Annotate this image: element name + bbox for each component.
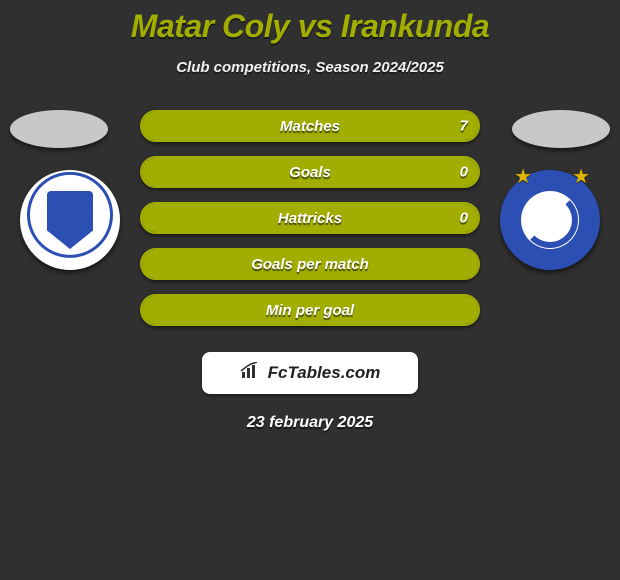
page-title: Matar Coly vs Irankunda xyxy=(0,0,620,45)
brand-text: FcTables.com xyxy=(268,363,381,383)
player-head-left xyxy=(10,110,108,148)
stat-label: Goals per match xyxy=(251,256,369,273)
stat-rows: Matches 7 Goals 0 Hattricks 0 Goals per match M… xyxy=(140,110,480,326)
footer-date: 23 february 2025 xyxy=(0,414,620,432)
stat-row: Matches 7 xyxy=(140,110,480,142)
stat-label: Hattricks xyxy=(278,210,342,227)
chart-icon xyxy=(240,362,262,385)
stat-fill-right xyxy=(310,158,478,186)
page-subtitle: Club competitions, Season 2024/2025 xyxy=(0,59,620,76)
comparison-arena: ★ ★ Matches 7 Goals 0 Hattricks 0 Goals per ma… xyxy=(0,110,620,330)
player-head-right xyxy=(512,110,610,148)
stat-row: Hattricks 0 xyxy=(140,202,480,234)
stat-fill-left xyxy=(142,158,310,186)
stat-value-right: 0 xyxy=(460,164,468,181)
stat-value-right: 0 xyxy=(460,210,468,227)
stat-value-right: 7 xyxy=(460,118,468,135)
stat-row: Min per goal xyxy=(140,294,480,326)
stat-row: Goals 0 xyxy=(140,156,480,188)
club-badge-left xyxy=(20,170,120,270)
stat-row: Goals per match xyxy=(140,248,480,280)
brand-box[interactable]: FcTables.com xyxy=(202,352,418,394)
stat-label: Goals xyxy=(289,164,331,181)
stat-label: Matches xyxy=(280,118,340,135)
stat-label: Min per goal xyxy=(266,302,354,319)
star-icon: ★ xyxy=(514,164,532,189)
star-icon: ★ xyxy=(572,164,590,189)
